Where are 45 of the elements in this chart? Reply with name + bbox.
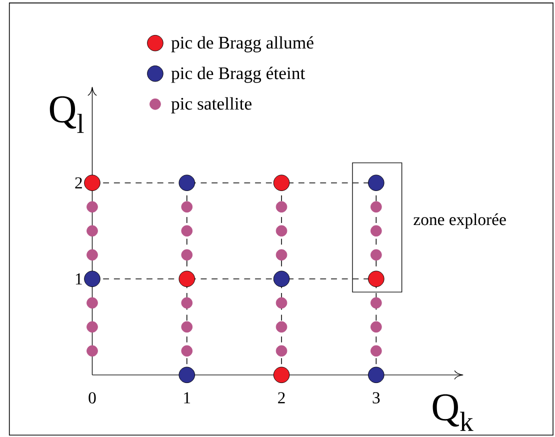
point xyxy=(178,366,196,384)
point xyxy=(178,174,196,191)
point xyxy=(84,174,100,191)
point xyxy=(86,201,98,212)
point xyxy=(276,321,288,333)
x-tick-label: 1 xyxy=(184,392,190,404)
point xyxy=(181,321,193,333)
point xyxy=(276,297,288,309)
legend-label: pic de Bragg allumé xyxy=(171,36,314,52)
point xyxy=(368,174,384,191)
point xyxy=(86,297,98,309)
point xyxy=(86,225,98,237)
point xyxy=(178,270,196,287)
point xyxy=(273,270,290,287)
point xyxy=(276,249,288,261)
point xyxy=(276,345,288,357)
x-tick-label: 3 xyxy=(372,392,380,404)
point xyxy=(181,297,193,309)
point xyxy=(368,366,384,384)
legend-label: pic de Bragg éteint xyxy=(171,66,306,83)
point xyxy=(181,345,193,357)
point xyxy=(181,225,193,237)
point xyxy=(370,321,382,333)
point xyxy=(273,174,290,191)
point xyxy=(370,345,382,357)
point xyxy=(84,270,100,287)
annotation: zone explorée xyxy=(414,213,506,229)
point xyxy=(370,297,382,309)
x-tick-label: 0 xyxy=(88,392,96,404)
point xyxy=(273,366,290,384)
point xyxy=(86,249,98,261)
point xyxy=(86,345,98,357)
point xyxy=(368,270,384,287)
point xyxy=(370,249,382,261)
x-axis-title: Q$_{k}$ xyxy=(432,394,474,431)
x-tick-label: 2 xyxy=(278,392,285,404)
point xyxy=(86,321,98,333)
point xyxy=(181,249,193,261)
point xyxy=(276,225,288,237)
y-axis-title: Q$_{l}$ xyxy=(50,96,84,133)
point xyxy=(370,201,382,212)
point xyxy=(370,225,382,237)
point xyxy=(276,201,288,212)
legend-label: pic satellite xyxy=(171,97,252,114)
point xyxy=(181,201,193,212)
